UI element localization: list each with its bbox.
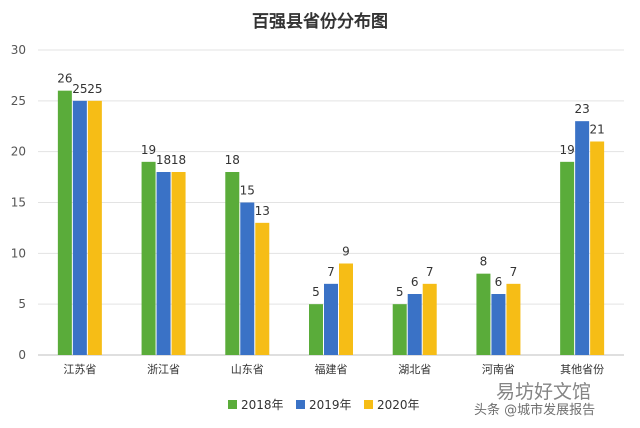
bar	[476, 273, 491, 355]
bar	[407, 294, 422, 355]
chart-title: 百强县省份分布图	[252, 11, 388, 32]
data-label: 25	[87, 82, 102, 96]
data-label: 7	[510, 265, 518, 279]
x-tick-label: 其他省份	[560, 363, 604, 376]
data-label: 6	[495, 275, 503, 289]
bar	[240, 202, 255, 355]
legend-label: 2018年	[241, 398, 284, 412]
bar	[72, 100, 87, 355]
y-tick-label: 15	[11, 196, 26, 210]
bar	[141, 161, 156, 355]
watermark-logo: 易坊好文馆	[496, 381, 592, 403]
gridlines	[38, 49, 624, 356]
x-tick-label: 湖北省	[398, 363, 431, 376]
bar	[57, 90, 72, 356]
y-tick-label: 20	[11, 145, 26, 159]
bar	[87, 100, 102, 355]
data-label: 8	[480, 255, 488, 269]
data-label: 18	[171, 153, 186, 167]
bar	[156, 172, 171, 355]
data-label: 7	[426, 265, 434, 279]
x-tick-label: 浙江省	[147, 363, 180, 376]
data-label: 15	[240, 184, 255, 198]
data-label: 5	[396, 285, 404, 299]
x-tick-label: 江苏省	[63, 363, 96, 376]
data-label: 13	[255, 204, 270, 218]
bar	[560, 161, 575, 355]
bar	[171, 172, 186, 355]
x-axis-ticks: 江苏省 浙江省 山东省 福建省 湖北省 河南省 其他省份	[63, 362, 604, 376]
data-label: 25	[72, 82, 87, 96]
data-label: 18	[156, 153, 171, 167]
y-axis-ticks: 0 5 10 15 20 25 30	[11, 43, 26, 362]
legend-swatch	[364, 400, 373, 409]
bar	[339, 263, 353, 355]
bar	[324, 283, 338, 355]
bar	[225, 172, 240, 355]
data-label: 26	[57, 72, 72, 86]
data-label: 18	[225, 153, 240, 167]
bar	[506, 283, 521, 355]
y-tick-label: 30	[11, 43, 26, 57]
x-tick-label: 福建省	[315, 362, 348, 376]
data-label: 19	[141, 143, 156, 157]
legend-label: 2019年	[309, 398, 352, 412]
bar	[575, 121, 590, 356]
legend-swatch	[296, 400, 305, 409]
watermark-source: 头条 @城市发展报告	[474, 403, 596, 418]
legend-label: 2020年	[377, 398, 420, 412]
y-tick-label: 25	[11, 94, 26, 108]
y-tick-label: 5	[18, 297, 26, 311]
bar	[309, 304, 323, 355]
y-tick-label: 10	[11, 246, 26, 260]
y-tick-label: 0	[18, 348, 26, 362]
bar	[491, 294, 506, 355]
data-label: 5	[312, 285, 320, 299]
bar	[392, 304, 407, 355]
x-tick-label: 山东省	[231, 363, 264, 376]
bar	[422, 283, 437, 355]
legend: 2018年 2019年 2020年	[228, 398, 420, 412]
data-label: 7	[327, 265, 335, 279]
data-label: 19	[560, 143, 575, 157]
data-label: 23	[575, 102, 590, 116]
bar	[590, 141, 605, 355]
bar	[255, 222, 270, 355]
legend-swatch	[228, 400, 237, 409]
data-label: 21	[590, 123, 605, 137]
data-label: 6	[411, 275, 419, 289]
x-tick-label: 河南省	[482, 363, 515, 376]
bars	[57, 90, 605, 356]
data-label: 9	[342, 245, 350, 259]
